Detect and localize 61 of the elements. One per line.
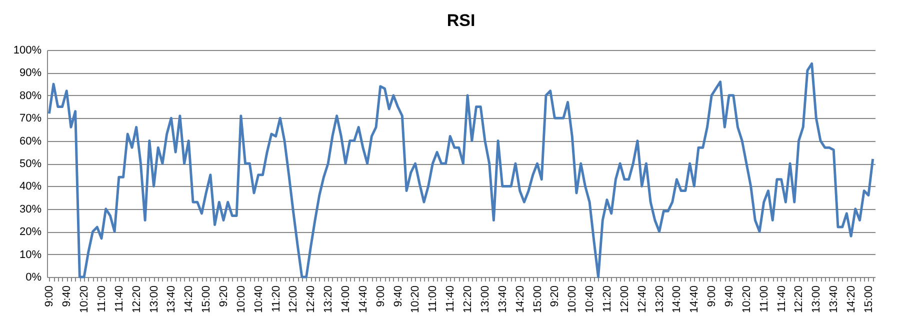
y-tick-label: 0%	[26, 272, 42, 284]
x-tick-label: 10:20	[78, 286, 91, 314]
y-tick-label: 40%	[19, 180, 42, 193]
x-tick-label: 14:00	[671, 286, 684, 314]
line-series	[48, 62, 874, 278]
x-tick-label: 12:20	[793, 286, 806, 314]
x-tick-label: 12:20	[130, 286, 143, 314]
x-tick-label: 9:40	[392, 286, 404, 307]
x-tick-label: 11:40	[113, 286, 126, 312]
x-tick-label: 12:00	[618, 286, 631, 314]
x-tick-label: 13:00	[479, 286, 492, 314]
y-tick-label: 70%	[19, 112, 42, 125]
y-tick-label: 50%	[19, 158, 42, 170]
x-tick-label: 14:00	[340, 286, 352, 314]
x-tick-label: 11:00	[96, 286, 108, 312]
x-tick-label: 9:20	[549, 286, 562, 307]
x-tick-label: 14:40	[688, 286, 701, 314]
x-tick-label: 10:40	[584, 286, 596, 314]
x-tick-label: 13:20	[654, 286, 666, 314]
x-tick-label: 11:40	[776, 286, 788, 312]
x-tick-label: 12:20	[462, 286, 474, 314]
x-tick-label: 12:40	[305, 286, 318, 314]
x-tick-label: 10:20	[410, 286, 422, 314]
x-tick-label: 13:40	[828, 286, 840, 314]
y-tick-label: 30%	[19, 203, 42, 216]
x-tick-label: 13:40	[166, 286, 178, 314]
x-tick-label: 11:00	[427, 286, 440, 312]
x-tick-label: 13:00	[148, 286, 160, 314]
x-tick-label: 14:20	[183, 286, 196, 314]
y-tick-label: 100%	[13, 44, 42, 56]
x-tick-label: 12:00	[288, 286, 300, 314]
chart-title: RSI	[446, 11, 476, 30]
x-tick-label: 14:20	[514, 286, 526, 314]
x-tick-label: 11:20	[270, 286, 282, 312]
x-tick-label: 15:00	[862, 286, 875, 314]
x-tick-label: 11:40	[444, 286, 457, 312]
y-tick-label: 10%	[19, 248, 42, 261]
x-tick-label: 9:00	[374, 286, 387, 307]
x-tick-label: 9:00	[706, 286, 718, 307]
y-tick-label: 90%	[19, 67, 42, 80]
x-tick-label: 11:00	[758, 286, 770, 312]
x-tick-label: 11:20	[601, 286, 614, 312]
y-tick-label: 80%	[19, 90, 42, 102]
x-tick-label: 13:40	[496, 286, 509, 314]
y-tick-label: 20%	[19, 226, 42, 238]
x-tick-label: 15:00	[200, 286, 213, 314]
x-tick-label: 9:00	[44, 286, 56, 307]
x-tick-label: 10:00	[566, 286, 579, 314]
x-tick-label: 15:00	[532, 286, 544, 314]
x-tick-label: 14:40	[357, 286, 370, 314]
x-tick-label: 9:40	[724, 286, 736, 307]
x-tick-label: 13:00	[810, 286, 823, 314]
x-tick-label: 13:20	[322, 286, 335, 314]
x-tick-label: 10:40	[252, 286, 265, 314]
x-tick-label: 10:20	[740, 286, 753, 314]
x-tick-label: 9:20	[218, 286, 230, 307]
x-tick-label: 9:40	[61, 286, 74, 307]
x-tick-label: 14:20	[846, 286, 858, 314]
y-tick-label: 60%	[19, 135, 42, 148]
x-tick-label: 10:00	[235, 286, 248, 314]
x-tick-label: 12:40	[636, 286, 648, 314]
